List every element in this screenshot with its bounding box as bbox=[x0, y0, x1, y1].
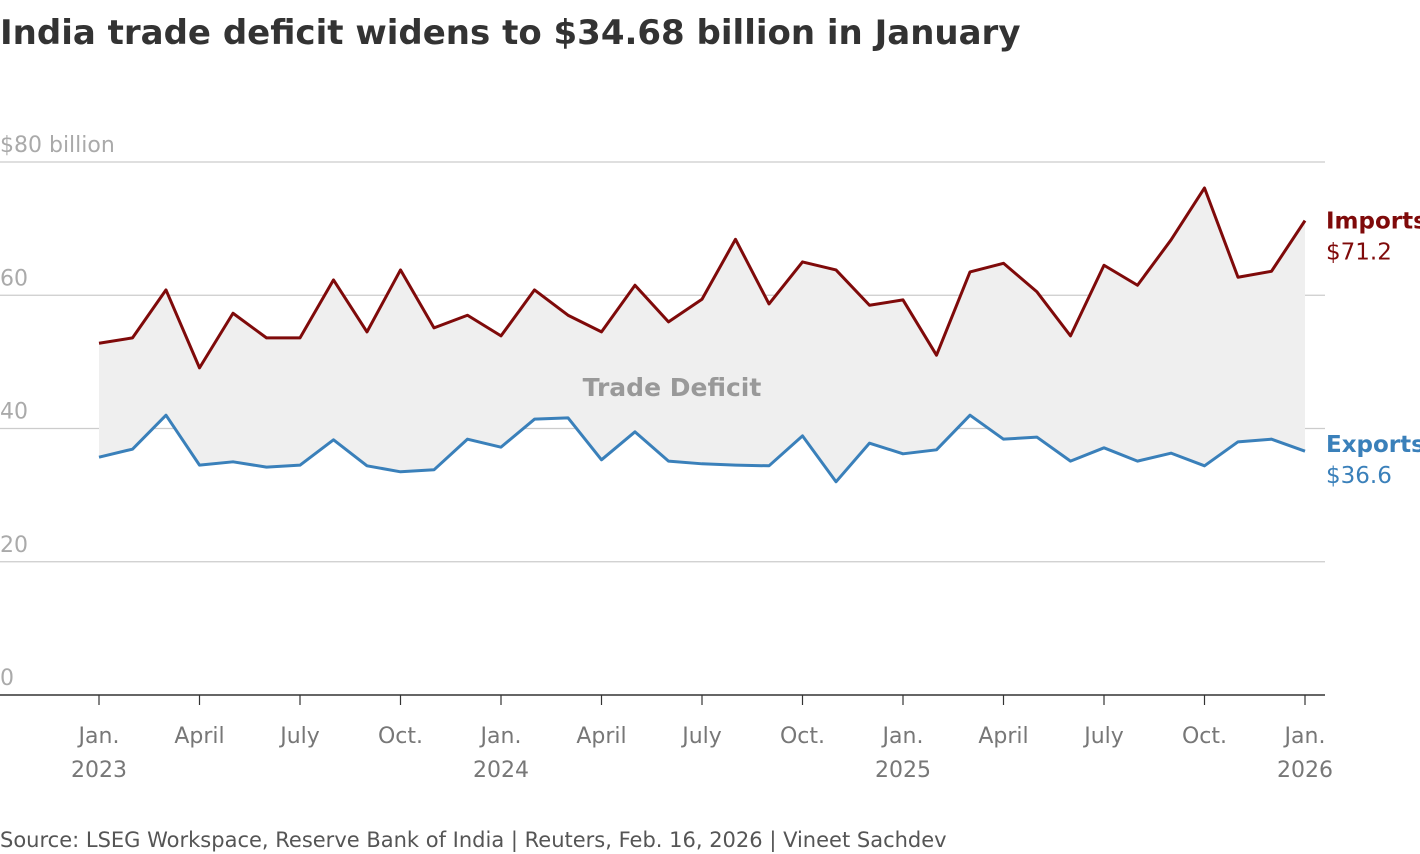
x-tick-label: July bbox=[680, 724, 722, 749]
source-note: Source: LSEG Workspace, Reserve Bank of … bbox=[0, 828, 947, 853]
y-tick-label: 0 bbox=[0, 666, 14, 691]
x-tick-label: Jan. 2024 bbox=[473, 724, 529, 783]
y-tick-label: 20 bbox=[0, 533, 28, 558]
x-tick-label: Jan. 2023 bbox=[71, 724, 127, 783]
chart-title: India trade deficit widens to $34.68 bil… bbox=[0, 13, 1020, 53]
x-tick-label: July bbox=[278, 724, 320, 749]
value-label: $36.6 bbox=[1326, 463, 1392, 489]
y-tick-label: 60 bbox=[0, 266, 28, 291]
series-line bbox=[98, 186, 1307, 370]
y-tick-label: $80 billion bbox=[0, 133, 115, 158]
annotation: Trade Deficit bbox=[583, 373, 762, 402]
deficit-area bbox=[99, 187, 1305, 482]
x-tick-label: April bbox=[174, 724, 224, 749]
x-tick-label: Oct. bbox=[780, 724, 825, 749]
x-tick-label: April bbox=[576, 724, 626, 749]
legend-label: Imports bbox=[1326, 209, 1420, 235]
series-line bbox=[98, 413, 1306, 484]
x-tick-label: July bbox=[1082, 724, 1124, 749]
x-tick-label: Jan. 2026 bbox=[1277, 724, 1333, 783]
legend-label: Exports bbox=[1326, 432, 1420, 458]
x-tick-label: April bbox=[978, 724, 1028, 749]
x-tick-label: Oct. bbox=[378, 724, 423, 749]
value-label: $71.2 bbox=[1326, 240, 1392, 266]
y-tick-label: 40 bbox=[0, 400, 28, 425]
x-tick-label: Jan. 2025 bbox=[875, 724, 931, 783]
x-tick-label: Oct. bbox=[1182, 724, 1227, 749]
